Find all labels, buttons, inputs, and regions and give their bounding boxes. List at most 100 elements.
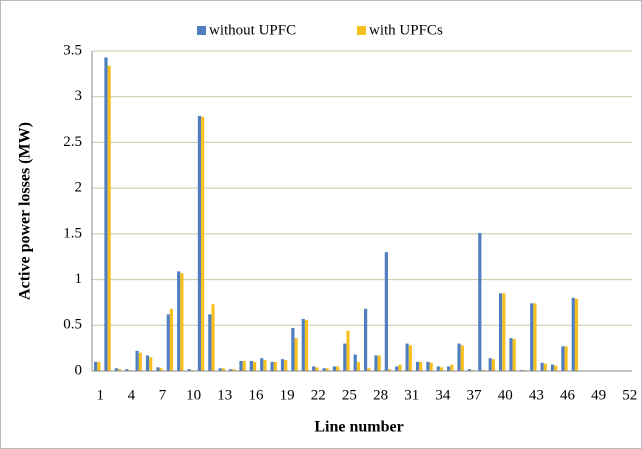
x-tick-label: 34 <box>435 387 451 403</box>
bar <box>180 273 184 371</box>
bar <box>374 355 378 371</box>
bar <box>187 369 191 371</box>
bar <box>353 354 357 371</box>
bar <box>301 318 305 371</box>
legend-swatch <box>197 26 206 35</box>
legend-label: without UPFC <box>209 22 296 38</box>
y-axis-title: Active power losses (MW) <box>17 122 34 300</box>
bar <box>533 303 537 371</box>
y-tick-label: 2.5 <box>63 134 82 150</box>
bar <box>315 367 319 371</box>
bar <box>447 366 451 371</box>
bar <box>415 361 420 371</box>
bar <box>242 360 246 371</box>
bar <box>530 303 534 371</box>
bar <box>332 366 337 371</box>
bar <box>426 361 430 371</box>
bar <box>211 304 215 371</box>
bar <box>138 352 142 371</box>
bar <box>512 339 516 371</box>
bar <box>166 314 170 371</box>
bar <box>387 369 392 371</box>
bar <box>260 358 264 371</box>
bar <box>429 362 433 371</box>
bar <box>478 232 482 371</box>
bar <box>159 368 163 371</box>
bar <box>232 369 236 371</box>
x-tick-label: 28 <box>373 387 388 403</box>
bar <box>398 364 402 371</box>
x-axis-title: Line number <box>314 419 403 436</box>
bar <box>543 363 547 371</box>
x-tick-label: 22 <box>311 387 326 403</box>
bar <box>149 357 153 371</box>
bar <box>197 115 202 372</box>
bar <box>117 369 122 371</box>
bar <box>273 361 277 371</box>
bar <box>156 367 160 371</box>
x-tick-label: 19 <box>280 387 295 403</box>
bar <box>201 116 205 371</box>
bar <box>294 338 298 371</box>
x-tick-label: 7 <box>159 387 167 403</box>
y-tick-label: 3 <box>75 88 83 104</box>
bar <box>550 364 555 371</box>
bar <box>457 343 461 371</box>
bar <box>491 359 496 371</box>
bar <box>208 314 212 371</box>
bar <box>564 346 568 371</box>
bar <box>249 360 253 371</box>
bar <box>228 369 233 371</box>
y-tick-label: 2 <box>75 180 83 196</box>
bar <box>395 366 399 371</box>
bar <box>384 252 388 371</box>
y-tick-label: 0.5 <box>63 317 82 333</box>
bar <box>509 338 513 371</box>
bar <box>169 308 174 371</box>
bar <box>304 319 309 371</box>
bar <box>263 360 267 371</box>
bar <box>450 364 454 371</box>
bar <box>93 361 98 371</box>
y-tick-label: 1.5 <box>63 225 82 241</box>
bar <box>467 369 472 371</box>
bar <box>561 346 565 371</box>
bar <box>488 358 492 371</box>
y-tick-label: 1 <box>75 271 83 287</box>
bar <box>97 361 101 371</box>
x-tick-label: 40 <box>498 387 513 403</box>
bar <box>135 350 139 371</box>
x-tick-label: 10 <box>186 387 201 403</box>
bar <box>312 366 316 371</box>
x-tick-label: 37 <box>467 387 483 403</box>
bar <box>540 362 544 371</box>
bar <box>239 360 243 371</box>
x-tick-label: 16 <box>248 387 264 403</box>
bar <box>114 368 118 371</box>
bar <box>363 308 368 371</box>
bar <box>343 343 347 371</box>
bar <box>377 355 381 371</box>
legend-swatch <box>357 26 366 35</box>
x-tick-label: 49 <box>591 387 606 403</box>
y-tick-label: 0 <box>75 362 83 378</box>
bar <box>419 361 423 371</box>
bar <box>107 65 111 371</box>
bar <box>571 297 575 371</box>
bar <box>177 271 181 371</box>
bar <box>356 361 361 371</box>
bar <box>574 298 579 371</box>
bar <box>405 343 409 371</box>
bar <box>502 293 506 371</box>
legend-label: with UPFCs <box>369 22 443 38</box>
x-tick-label: 31 <box>404 387 419 403</box>
x-tick-label: 43 <box>529 387 544 403</box>
bar <box>436 366 440 371</box>
bar <box>408 345 412 371</box>
bar <box>498 293 503 371</box>
bar <box>221 368 226 371</box>
bar <box>284 360 288 371</box>
x-tick-label: 13 <box>217 387 232 403</box>
